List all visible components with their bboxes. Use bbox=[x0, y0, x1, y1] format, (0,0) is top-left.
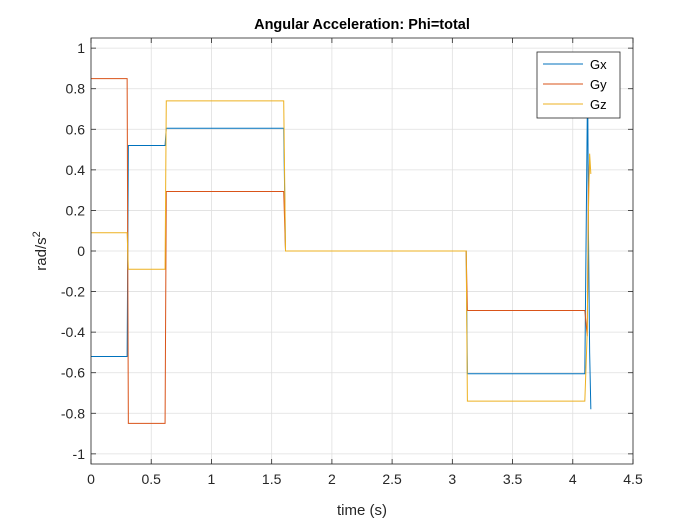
x-tick-label: 1 bbox=[208, 471, 216, 487]
y-tick-label: -0.2 bbox=[61, 284, 85, 300]
y-tick-label: 0.6 bbox=[66, 121, 86, 137]
y-tick-label: 0.4 bbox=[66, 162, 86, 178]
x-tick-label: 3 bbox=[448, 471, 456, 487]
legend-label: Gx bbox=[590, 57, 607, 72]
x-tick-label: 3.5 bbox=[503, 471, 523, 487]
ticks: 0 0.5 1 1.5 2 2.5 3 3.5 4 4.5 -1 -0.8 -0.6 -0.4 -0.2 0 0… bbox=[61, 38, 643, 487]
x-tick-label: 0.5 bbox=[141, 471, 161, 487]
y-tick-label: 0.8 bbox=[66, 81, 86, 97]
y-tick-label: 1 bbox=[77, 40, 85, 56]
y-tick-label: 0.2 bbox=[66, 202, 86, 218]
y-tick-label: -0.4 bbox=[61, 324, 85, 340]
legend-box bbox=[536, 51, 621, 119]
y-axis-label-superscript: 2 bbox=[31, 231, 43, 237]
x-tick-label: 4.5 bbox=[623, 471, 643, 487]
y-axis-label: rad/s2 bbox=[31, 231, 50, 270]
y-tick-label: -0.6 bbox=[61, 365, 85, 381]
legend-label: Gy bbox=[590, 77, 607, 92]
y-tick-label: -0.8 bbox=[61, 405, 85, 421]
x-tick-label: 2.5 bbox=[382, 471, 402, 487]
x-tick-label: 1.5 bbox=[262, 471, 282, 487]
chart-title: Angular Acceleration: Phi=total bbox=[254, 17, 470, 33]
y-tick-label: -1 bbox=[73, 446, 86, 462]
x-tick-label: 0 bbox=[87, 471, 95, 487]
series-layer bbox=[91, 78, 592, 424]
legend: Gx Gy Gz bbox=[536, 51, 621, 119]
x-axis-label: time (s) bbox=[337, 502, 387, 519]
legend-label: Gz bbox=[590, 97, 607, 112]
y-axis-label-base: rad/s bbox=[33, 237, 50, 270]
x-tick-label: 2 bbox=[328, 471, 336, 487]
y-tick-label: 0 bbox=[77, 243, 85, 259]
series-line-gz bbox=[91, 100, 592, 402]
x-tick-label: 4 bbox=[569, 471, 577, 487]
